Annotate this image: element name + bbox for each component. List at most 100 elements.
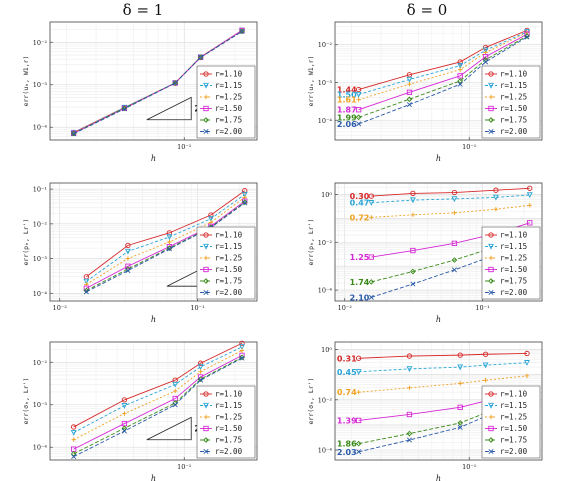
rate-label: 1.99 [337,113,357,122]
legend-marker [488,437,494,443]
data-point [70,430,77,436]
data-point [241,191,248,198]
legend-marker [488,278,494,284]
data-point [356,417,362,424]
legend-entry: r=1.15 [500,242,527,251]
legend-marker [203,243,209,250]
series-line [73,357,243,455]
legend-marker [203,278,209,284]
data-point [239,28,245,34]
data-point [239,348,245,353]
rate-label: 1.61 [337,96,357,105]
plot-frame [49,182,258,302]
data-point [172,381,179,388]
data-point [457,59,463,65]
data-point [492,194,499,201]
legend-entry: r=1.25 [500,93,527,102]
rate-label: 2.06 [337,120,357,129]
data-point [172,402,178,408]
series-line [371,194,530,204]
data-point [457,78,464,84]
data-point [121,403,128,409]
legend-marker [488,105,494,112]
legend-marker [488,266,494,273]
rate-label: 0.45 [337,368,357,377]
data-point [83,289,89,295]
legend-marker [488,425,494,432]
data-point [70,450,77,457]
data-point [197,364,204,371]
x-axis-label: h [151,154,156,163]
y-tick-label: 10⁻² [33,359,48,367]
x-tick-label: 10⁻¹ [475,304,490,312]
legend-marker [488,391,494,397]
y-tick-label: 10⁻¹ [33,186,48,194]
data-point [527,203,532,208]
legend-marker [203,391,209,397]
data-point [482,351,489,357]
x-tick-label: 10⁻¹ [462,463,477,471]
legend-marker [488,71,494,77]
series-r=1.25 [84,195,247,287]
data-point [239,340,245,346]
series-r=1.25: 0.72 [350,203,532,222]
data-point [493,207,499,212]
data-point [457,73,463,79]
rate-label: 0.72 [350,213,370,222]
data-point [83,278,90,285]
data-point [356,355,362,361]
data-point [451,257,458,263]
data-point [198,377,204,383]
legend-marker [488,82,494,89]
y-axis-label: err(pₕ, Lr') [307,219,315,266]
legend-marker [488,117,494,123]
legend-entry: r=1.10 [500,231,528,240]
plot-frame [334,341,543,461]
y-tick-label: 10⁻² [318,396,333,404]
legend-marker [488,128,494,135]
legend-entry: r=1.15 [215,401,242,410]
series-r=1.10: 1.44 [337,27,530,95]
series-r=1.15 [70,344,245,436]
chart-panel-6: 10⁻¹ 10⁻⁴ 10⁻² 10⁰ h err(σₕ, Lr') 0.31 0.45 0.74… [307,341,543,481]
legend: r=1.10 r=1.15 r=1.25 r=1.50 r=1.75 r=2.00 [481,226,541,300]
y-tick-label: 10⁻⁴ [33,124,48,132]
legend-entry: r=1.50 [500,424,528,433]
y-axis-label: err(σₕ, Lr') [307,378,315,425]
rate-label: 0.31 [337,354,357,363]
data-point [457,352,463,358]
data-point [71,454,77,460]
data-point [355,114,362,121]
data-point [166,246,172,252]
data-point [125,263,131,269]
legend-marker [203,71,209,77]
data-point [71,131,77,137]
legend-entry: r=1.75 [215,436,242,445]
series-line [358,29,528,90]
series-r=1.50 [83,198,248,291]
rate-label: 1.74 [350,278,370,287]
legend-marker [203,448,209,455]
data-point [451,189,458,196]
data-point [173,388,178,394]
legend-box [196,226,256,300]
legend-marker [488,414,494,420]
x-tick-label: 10⁻² [53,304,68,312]
data-point [410,268,416,275]
data-point [483,59,489,65]
y-tick-label: 10⁻³ [33,255,48,263]
legend-entry: r=1.75 [500,277,527,286]
legend: r=1.10 r=1.15 r=1.25 r=1.50 r=1.75 r=2.00 [196,226,256,300]
legend-entry: r=1.50 [500,265,528,274]
series-line [73,342,243,428]
rate-label: 0.74 [337,388,357,397]
series-r=1.15: 0.45 [337,360,530,377]
data-point [493,187,499,193]
column-title-left: δ = 1 [123,1,164,19]
series-r=1.15 [83,191,248,285]
series-line [86,200,246,289]
data-point [242,188,248,194]
series-line [358,362,528,373]
